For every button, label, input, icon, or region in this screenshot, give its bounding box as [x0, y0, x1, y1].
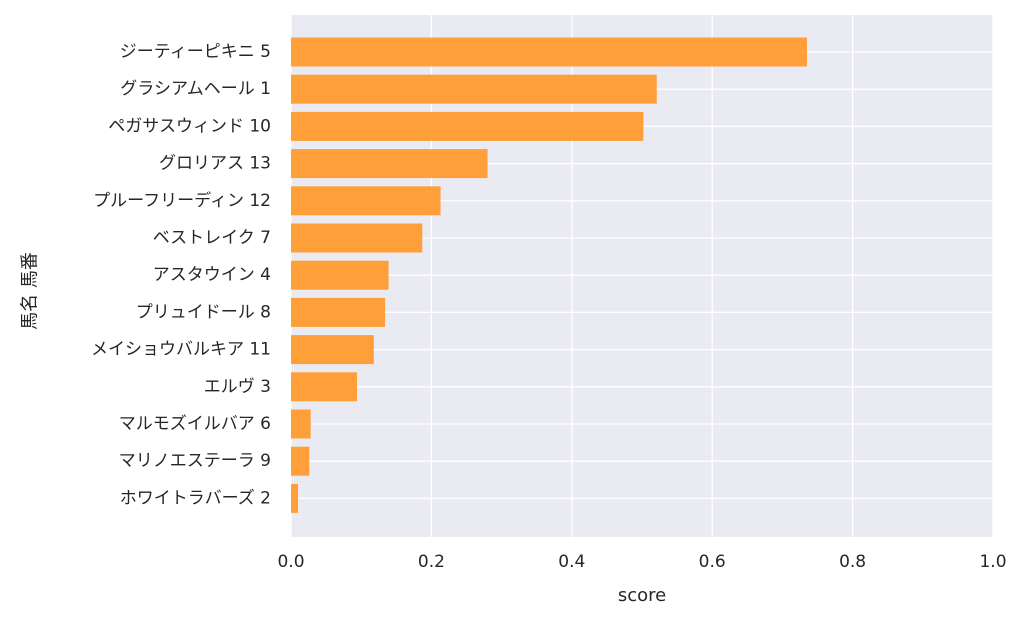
- x-tick-label: 0.2: [418, 552, 445, 572]
- bar: [291, 149, 488, 179]
- x-tick-label: 0.4: [558, 552, 585, 572]
- x-tick-labels: 0.0 0.2 0.4 0.6 0.8 1.0: [277, 552, 1006, 572]
- x-tick-label: 0.8: [839, 552, 866, 572]
- bar: [291, 74, 657, 104]
- category-label: プリュイドール 8: [136, 302, 271, 322]
- category-label: ベストレイク 7: [153, 228, 271, 248]
- category-label: グロリアス 13: [159, 154, 271, 174]
- bar: [291, 37, 807, 67]
- category-label: アスタウイン 4: [153, 265, 271, 285]
- bar: [291, 335, 374, 365]
- category-label: メイショウバルキア 11: [91, 340, 271, 360]
- category-label: プルーフリーディン 12: [93, 190, 271, 211]
- bar: [291, 372, 357, 402]
- category-label: マリノエステーラ 9: [119, 451, 271, 471]
- category-label: グラシアムヘール 1: [120, 79, 271, 99]
- x-tick-label: 0.6: [699, 552, 726, 572]
- bars: [291, 37, 807, 513]
- category-label: ジーティーピキニ 5: [120, 42, 271, 62]
- x-axis-title: score: [618, 585, 666, 606]
- y-axis-title: 馬名 馬番: [20, 252, 41, 330]
- bar: [291, 409, 311, 439]
- bar: [291, 297, 386, 327]
- bar: [291, 260, 389, 290]
- bar: [291, 223, 423, 253]
- category-label: ペガサスウィンド 10: [108, 116, 271, 136]
- x-tick-label: 0.0: [277, 552, 304, 572]
- bar: [291, 483, 299, 513]
- category-labels: ジーティーピキニ 5 グラシアムヘール 1 ペガサスウィンド 10 グロリアス 13 プ…: [91, 42, 271, 508]
- category-label: マルモズイルバア 6: [119, 414, 271, 434]
- category-label: エルヴ 3: [204, 377, 271, 397]
- bar: [291, 186, 441, 216]
- category-label: ホワイトラバーズ 2: [120, 488, 271, 508]
- bar: [291, 446, 310, 476]
- x-tick-label: 1.0: [979, 552, 1006, 572]
- bar: [291, 111, 644, 141]
